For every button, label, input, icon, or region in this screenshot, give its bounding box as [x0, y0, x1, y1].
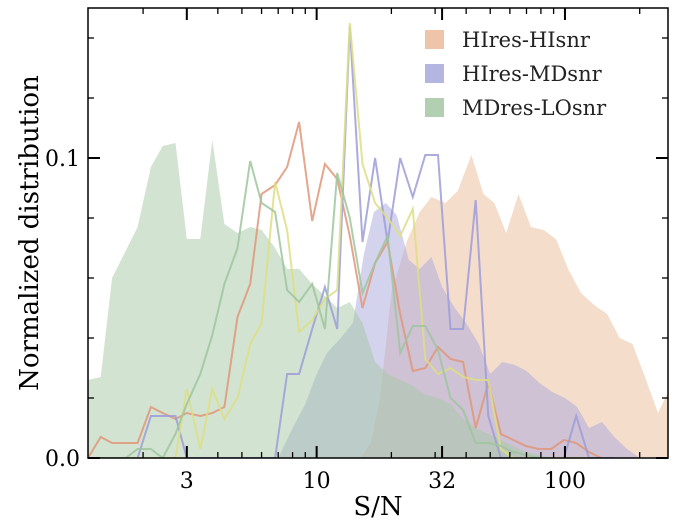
x-tick-label: 100	[544, 469, 586, 494]
y-axis-label: Normalized distribution	[15, 75, 45, 391]
x-tick-label: 32	[428, 469, 456, 494]
legend-label: MDres-LOsnr	[462, 96, 607, 120]
legend-swatch	[425, 98, 444, 117]
line-yellow-line	[88, 22, 589, 458]
y-tick-label: 0.0	[45, 447, 80, 472]
tick-labels: 3 10 32 100 0.0 0.1	[45, 147, 586, 494]
y-tick-label: 0.1	[45, 147, 80, 172]
axis-ticks	[88, 8, 668, 459]
filled-areas	[88, 140, 668, 458]
legend-label: HIres-MDsnr	[462, 62, 603, 86]
legend-label: HIres-HIsnr	[462, 28, 591, 52]
line-green-line	[88, 160, 552, 458]
plot-frame	[87, 7, 669, 459]
series-lines	[88, 22, 614, 458]
x-tick-label: 10	[303, 469, 331, 494]
x-axis-label: S/N	[353, 492, 402, 522]
legend-swatch	[425, 64, 444, 83]
legend: HIres-HIsnr HIres-MDsnr MDres-LOsnr	[425, 28, 607, 120]
legend-swatch	[425, 30, 444, 49]
line-red-line	[88, 121, 602, 458]
fill-mdres-losnr	[88, 140, 552, 458]
x-tick-label: 3	[180, 469, 194, 494]
